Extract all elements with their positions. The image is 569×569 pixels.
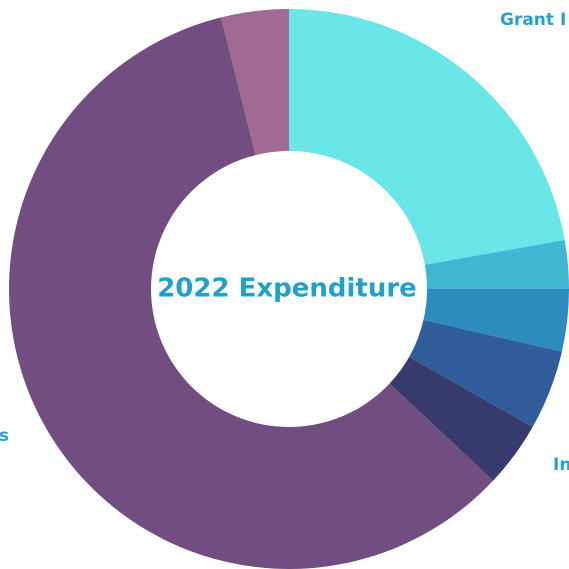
slice (423, 289, 569, 352)
slice (389, 356, 533, 481)
slice (409, 319, 562, 427)
slice-label: s (0, 426, 9, 446)
slices (9, 9, 569, 569)
slice-label: In (553, 455, 569, 475)
slice (9, 17, 494, 569)
slice (289, 9, 565, 265)
slice-label: Grant I (500, 10, 566, 30)
slice (221, 9, 289, 156)
chart-title: 2022 Expenditure (157, 274, 417, 304)
slice (424, 239, 569, 289)
